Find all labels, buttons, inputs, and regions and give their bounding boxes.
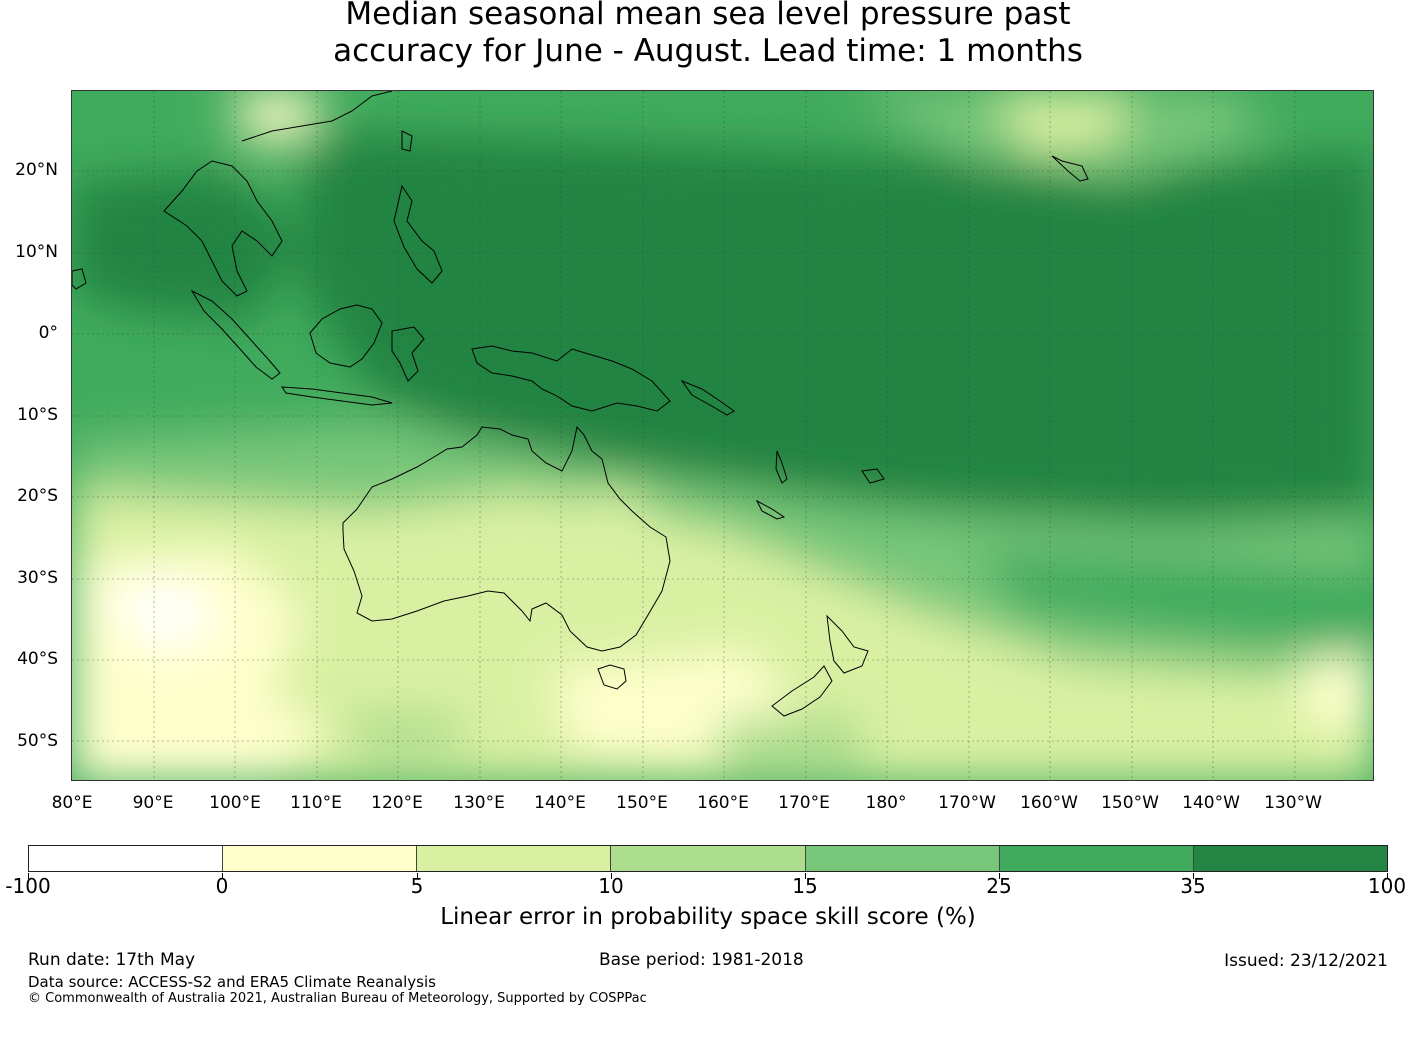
coast-china xyxy=(241,91,393,142)
coast-java xyxy=(281,386,393,406)
lon-label-150e: 150°E xyxy=(616,793,668,813)
colorbar-tick xyxy=(417,873,418,879)
colorbar-segment xyxy=(999,846,1194,871)
lat-label-0: 0° xyxy=(38,323,58,343)
map-title: Median seasonal mean sea level pressure … xyxy=(0,0,1416,70)
lon-label-110e: 110°E xyxy=(290,793,342,813)
lat-label-50s: 50°S xyxy=(17,731,58,751)
lat-label-20s: 20°S xyxy=(17,486,58,506)
colorbar-segment xyxy=(611,846,806,871)
lon-label-100e: 100°E xyxy=(209,793,261,813)
lon-label-80e: 80°E xyxy=(51,793,93,813)
colorbar-tick-label: 100 xyxy=(1367,874,1407,898)
colorbar-tick-label: 35 xyxy=(1180,874,1206,898)
lon-label-130w: 130°W xyxy=(1264,793,1322,813)
colorbar-tick-label: 10 xyxy=(598,874,624,898)
colorbar-label: Linear error in probability space skill … xyxy=(440,904,976,930)
lat-label-40s: 40°S xyxy=(17,649,58,669)
lat-label-10s: 10°S xyxy=(17,405,58,425)
lon-label-160w: 160°W xyxy=(1020,793,1078,813)
coast-new-zealand-north xyxy=(826,614,869,674)
coast-hawaii xyxy=(1051,155,1089,182)
base-period: Base period: 1981-2018 xyxy=(599,950,804,970)
colorbar-tick xyxy=(1193,873,1194,879)
lat-label-10n: 10°N xyxy=(15,242,58,262)
colorbar-tick-label: 5 xyxy=(410,874,424,898)
colorbar xyxy=(28,845,1388,872)
lat-label-30s: 30°S xyxy=(17,568,58,588)
colorbar-tick xyxy=(1387,873,1388,879)
coast-borneo xyxy=(309,304,383,368)
colorbar-tick-label: 25 xyxy=(986,874,1012,898)
map-canvas xyxy=(72,91,1373,780)
lon-label-160e: 160°E xyxy=(697,793,749,813)
colorbar-tick xyxy=(222,873,223,879)
coast-solomons xyxy=(680,379,735,416)
colorbar-segment xyxy=(223,846,418,871)
coast-philippines xyxy=(393,184,443,284)
coast-new-zealand-south xyxy=(771,665,833,717)
lon-label-170e: 170°E xyxy=(778,793,830,813)
colorbar-segment xyxy=(417,846,612,871)
lon-label-130e: 130°E xyxy=(453,793,505,813)
title-line-2: accuracy for June - August. Lead time: 1… xyxy=(333,33,1083,69)
colorbar-tick-label: 15 xyxy=(792,874,818,898)
coast-new-guinea xyxy=(471,345,671,412)
coast-fiji xyxy=(861,468,885,484)
skill-score-map xyxy=(71,90,1374,781)
colorbar-tick xyxy=(28,873,29,879)
colorbar-segment xyxy=(29,846,224,871)
run-date: Run date: 17th May xyxy=(28,950,196,970)
coast-vanuatu xyxy=(775,450,788,484)
colorbar-tick xyxy=(611,873,612,879)
graticule xyxy=(72,91,1373,780)
coast-indochina xyxy=(163,160,283,297)
data-source: Data source: ACCESS-S2 and ERA5 Climate … xyxy=(28,973,436,991)
coast-sulawesi xyxy=(391,326,425,382)
copyright: © Commonwealth of Australia 2021, Austra… xyxy=(28,991,647,1006)
lon-label-140e: 140°E xyxy=(534,793,586,813)
lon-label-180: 180° xyxy=(865,793,907,813)
lon-label-150w: 150°W xyxy=(1101,793,1159,813)
lon-label-140w: 140°W xyxy=(1182,793,1240,813)
coast-taiwan xyxy=(401,130,413,152)
colorbar-segment xyxy=(805,846,1000,871)
skill-zones xyxy=(72,91,1373,780)
coast-sumatra xyxy=(190,289,281,380)
coast-tasmania xyxy=(597,664,627,690)
lon-label-170w: 170°W xyxy=(938,793,996,813)
issued-date: Issued: 23/12/2021 xyxy=(1224,951,1388,971)
lon-label-120e: 120°E xyxy=(371,793,423,813)
coast-sri-lanka xyxy=(72,268,87,290)
title-line-1: Median seasonal mean sea level pressure … xyxy=(345,0,1071,32)
colorbar-tick xyxy=(999,873,1000,879)
colorbar-tick xyxy=(805,873,806,879)
coast-new-caledonia xyxy=(755,499,786,520)
colorbar-tick-label: 0 xyxy=(215,874,229,898)
lat-label-20n: 20°N xyxy=(15,160,58,180)
coast-australia xyxy=(342,425,671,652)
coastlines xyxy=(72,91,1089,717)
colorbar-segment xyxy=(1193,846,1387,871)
lon-label-90e: 90°E xyxy=(132,793,174,813)
colorbar-tick-label: -100 xyxy=(5,874,51,898)
